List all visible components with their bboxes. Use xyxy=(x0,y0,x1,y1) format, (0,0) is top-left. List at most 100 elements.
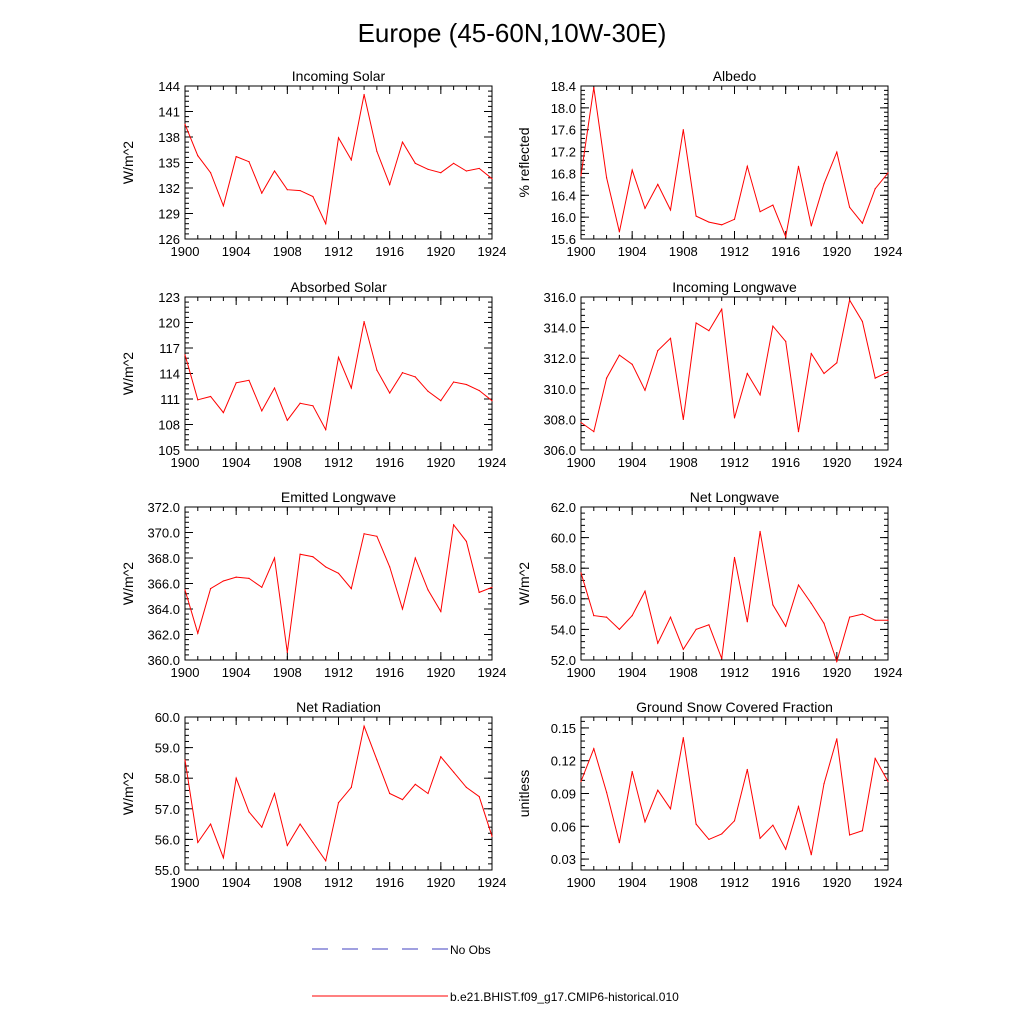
data-point xyxy=(222,205,224,207)
data-point xyxy=(478,795,480,798)
x-tick-label: 1924 xyxy=(874,455,903,470)
data-point xyxy=(248,161,250,163)
data-point xyxy=(874,188,876,190)
data-point xyxy=(312,405,314,407)
data-point xyxy=(861,613,864,615)
data-point xyxy=(401,372,404,374)
data-point xyxy=(695,215,697,217)
y-tick-label: 362.0 xyxy=(147,628,180,643)
data-point xyxy=(618,354,620,356)
x-tick-label: 1904 xyxy=(618,455,647,470)
x-tick-label: 1912 xyxy=(324,455,353,470)
data-point xyxy=(337,137,340,139)
y-tick-label: 55.0 xyxy=(155,863,180,878)
data-point xyxy=(286,189,288,191)
x-tick-label: 1912 xyxy=(720,665,749,680)
data-point xyxy=(887,619,889,621)
series-line xyxy=(184,523,493,653)
x-tick-label: 1912 xyxy=(324,244,353,259)
data-point xyxy=(197,155,199,157)
y-tick-label: 314.0 xyxy=(543,321,576,336)
data-point xyxy=(580,572,582,574)
data-point xyxy=(644,590,646,592)
y-tick-label: 58.0 xyxy=(155,771,180,786)
y-tick-label: 60.0 xyxy=(551,531,576,546)
data-point xyxy=(849,616,851,618)
panel-title: Emitted Longwave xyxy=(281,489,396,505)
data-point xyxy=(682,648,684,650)
data-point xyxy=(440,610,442,613)
y-tick-label: 60.0 xyxy=(155,710,180,725)
y-tick-label: 16.0 xyxy=(551,210,576,225)
y-tick-label: 0.03 xyxy=(551,852,576,867)
data-point xyxy=(453,381,455,383)
y-tick-label: 312.0 xyxy=(543,351,576,366)
data-point xyxy=(887,371,889,373)
data-point xyxy=(350,159,352,161)
x-tick-label: 1924 xyxy=(478,455,507,470)
data-point xyxy=(836,660,838,663)
data-point xyxy=(695,322,697,324)
data-point xyxy=(389,392,391,394)
x-tick-label: 1908 xyxy=(273,455,302,470)
x-tick-label: 1912 xyxy=(324,665,353,680)
data-point xyxy=(836,738,838,740)
y-tick-label: 364.0 xyxy=(147,602,180,617)
data-point xyxy=(491,835,493,837)
data-point xyxy=(593,87,595,89)
data-point xyxy=(325,566,327,568)
data-point xyxy=(440,756,442,758)
data-point xyxy=(363,725,365,727)
data-point xyxy=(414,783,416,785)
data-point xyxy=(631,169,633,171)
data-point xyxy=(580,175,582,177)
data-point xyxy=(580,421,582,424)
y-tick-label: 138 xyxy=(158,130,180,145)
data-point xyxy=(401,799,404,801)
data-point xyxy=(273,170,276,172)
data-point xyxy=(325,223,327,225)
data-point xyxy=(657,349,659,352)
data-point xyxy=(823,783,825,785)
data-point xyxy=(363,93,365,96)
panel-title: Net Longwave xyxy=(690,489,780,505)
data-point xyxy=(427,589,429,591)
data-point xyxy=(350,588,352,590)
data-point xyxy=(453,524,455,526)
data-point xyxy=(810,353,812,355)
data-point xyxy=(580,780,582,783)
data-point xyxy=(184,589,186,591)
x-tick-label: 1916 xyxy=(375,665,404,680)
x-tick-label: 1904 xyxy=(222,244,251,259)
x-tick-label: 1904 xyxy=(222,875,251,890)
y-tick-label: 0.09 xyxy=(551,787,576,802)
x-tick-label: 1916 xyxy=(771,665,800,680)
panel-2: 1900 1904 1908 1912 1916 1920 1924 105 108 111 114… xyxy=(120,279,506,470)
y-tick-label: 58.0 xyxy=(551,561,576,576)
x-tick-label: 1908 xyxy=(273,665,302,680)
data-point xyxy=(810,602,812,604)
x-tick-label: 1924 xyxy=(874,665,903,680)
data-point xyxy=(631,771,633,773)
data-point xyxy=(721,833,723,835)
y-tick-label: 16.4 xyxy=(551,188,576,203)
x-tick-label: 1916 xyxy=(771,455,800,470)
y-tick-label: 0.15 xyxy=(551,721,576,736)
data-point xyxy=(299,402,301,404)
data-point xyxy=(823,372,825,375)
data-point xyxy=(797,806,800,808)
y-tick-label: 111 xyxy=(160,392,180,407)
y-axis-label: W/m^2 xyxy=(120,141,136,184)
data-point xyxy=(605,177,608,179)
data-point xyxy=(453,771,455,773)
data-point xyxy=(746,165,748,167)
data-point xyxy=(299,189,301,192)
x-tick-label: 1900 xyxy=(171,244,200,259)
data-point xyxy=(312,841,314,844)
series-line xyxy=(580,531,888,664)
plot-frame xyxy=(184,296,493,451)
data-point xyxy=(669,337,672,339)
y-axis-label: W/m^2 xyxy=(120,772,136,815)
panel-title: Ground Snow Covered Fraction xyxy=(636,699,833,715)
